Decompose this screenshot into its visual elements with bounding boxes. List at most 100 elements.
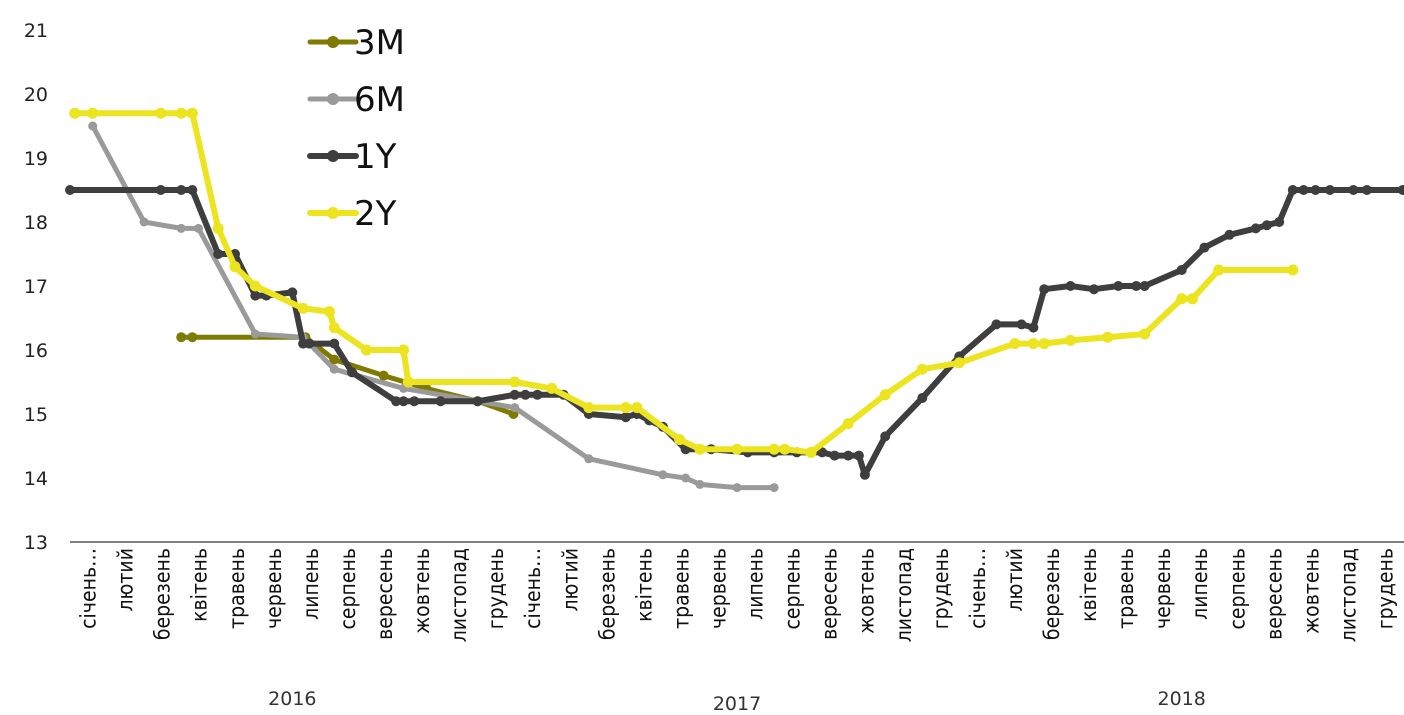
data-point [398,344,409,356]
y-tick-label: 18 [24,212,48,234]
data-point [991,319,1002,330]
x-tick-label: травень [225,548,249,629]
data-point [297,302,309,314]
data-point [329,338,340,349]
data-point [620,402,632,414]
data-point [510,403,520,413]
data-point [472,396,483,407]
data-point [520,389,531,400]
x-tick-label: лютий [1003,548,1027,612]
legend: 3M 6M 1Y 2Y [307,23,405,234]
data-point [853,450,864,461]
data-point [620,412,631,423]
x-tick-label: листопад [892,548,916,642]
data-point [631,402,643,414]
y-tick-label: 13 [24,532,48,554]
legend-item-2y: 2Y [307,194,397,234]
data-point [658,470,668,480]
y-tick-label: 21 [24,20,48,42]
data-point [328,322,340,334]
x-tick-label: листопад [447,548,471,642]
data-point [155,185,166,195]
series-3m [176,332,519,419]
data-point [843,450,854,461]
data-point [546,382,558,394]
data-point [829,450,840,461]
data-point [842,418,854,430]
legend-item-6m: 6M [307,80,405,120]
data-point [287,287,298,298]
x-tick-label: лютий [558,548,582,612]
data-point [1039,284,1050,295]
x-tick-label: квітень [1077,548,1101,622]
data-point [879,389,891,401]
data-point [229,261,241,273]
data-point [1028,322,1039,333]
data-point [694,443,706,455]
x-tick-label: вересень [818,548,842,640]
data-point [1027,338,1039,350]
data-point [139,217,149,227]
data-point [583,402,595,414]
legend-swatch-marker [327,150,339,162]
x-tick-label: березень [595,548,619,640]
data-point [176,332,187,343]
year-labels: 2016 2017 2018 [268,688,1206,715]
data-point [768,443,780,455]
x-tick-label: квітень [632,548,656,622]
legend-swatch-marker [327,93,339,105]
data-point [194,223,203,233]
data-point [212,222,224,234]
data-point [532,389,543,400]
legend-swatch-marker [327,36,339,48]
y-tick-label: 17 [24,276,48,298]
data-point [1348,185,1359,195]
legend-label: 6M [354,80,405,120]
data-point [1038,338,1050,350]
x-tick-label: червень [706,548,730,629]
data-point [187,185,198,195]
data-point [1089,284,1099,295]
x-tick-label: червень [1151,548,1175,629]
year-label: 2016 [268,688,316,710]
x-tick-label: грудень [1373,548,1397,629]
legend-item-1y: 1Y [307,137,397,177]
data-point [323,306,335,318]
series-line [67,187,1404,478]
legend-label: 1Y [354,137,397,177]
data-point [1065,334,1076,346]
y-tick-label: 20 [24,84,48,106]
data-point [155,107,167,119]
data-point [1324,185,1335,195]
x-tick-label: жовтень [410,548,434,634]
x-tick-label: квітень [188,548,212,622]
data-point [378,370,389,381]
data-point [1186,293,1198,305]
data-point [674,434,686,446]
data-point [1176,265,1187,275]
x-tick-label: березень [151,548,175,640]
legend-swatch-marker [327,207,339,219]
legend-item-3m: 3M [307,23,405,63]
data-point [1131,281,1142,291]
data-point [1298,185,1309,195]
y-tick-label: 14 [24,468,48,490]
data-point [953,357,965,369]
data-point [176,185,187,195]
data-point [398,396,409,407]
y-tick-label: 15 [24,404,48,426]
data-point [88,121,98,131]
data-point [1113,281,1124,291]
data-point [817,447,828,458]
y-axis-ticks: 13 14 15 16 17 18 19 20 21 [24,20,48,554]
data-point [1009,338,1021,350]
data-point [859,469,870,480]
data-point [402,376,414,388]
x-tick-label: липень [1188,548,1212,620]
data-point [769,483,779,493]
data-point [87,107,99,119]
x-tick-label: серпень [336,548,360,630]
data-point [1139,328,1151,340]
series-2y [69,107,1299,458]
